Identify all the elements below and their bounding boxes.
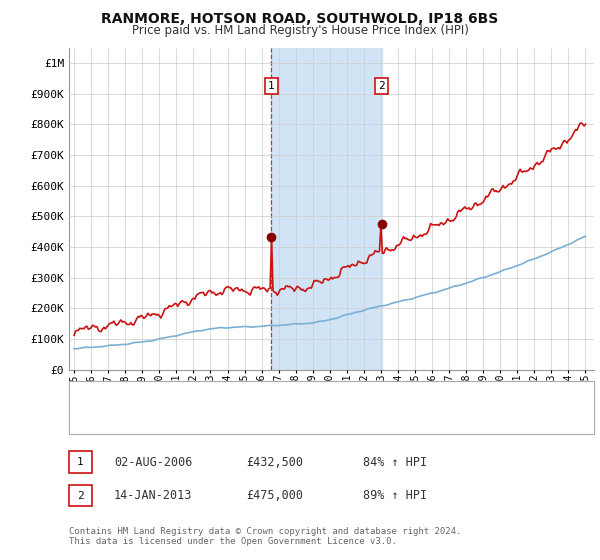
Text: ——: —— — [75, 413, 93, 428]
Text: 2: 2 — [77, 491, 84, 501]
Text: £432,500: £432,500 — [246, 455, 303, 469]
Text: ——: —— — [75, 388, 93, 403]
Text: £475,000: £475,000 — [246, 489, 303, 502]
Bar — [271, 48, 382, 370]
Text: HPI: Average price, detached house, East Suffolk: HPI: Average price, detached house, East… — [108, 416, 363, 426]
Text: 1: 1 — [268, 81, 275, 91]
Text: 02-AUG-2006: 02-AUG-2006 — [114, 455, 193, 469]
Text: RANMORE, HOTSON ROAD, SOUTHWOLD, IP18 6BS (detached house): RANMORE, HOTSON ROAD, SOUTHWOLD, IP18 6B… — [108, 391, 468, 401]
Text: 84% ↑ HPI: 84% ↑ HPI — [363, 455, 427, 469]
Text: 2: 2 — [378, 81, 385, 91]
Text: 89% ↑ HPI: 89% ↑ HPI — [363, 489, 427, 502]
Text: 1: 1 — [77, 457, 84, 467]
Text: Contains HM Land Registry data © Crown copyright and database right 2024.
This d: Contains HM Land Registry data © Crown c… — [69, 526, 461, 546]
Text: Price paid vs. HM Land Registry's House Price Index (HPI): Price paid vs. HM Land Registry's House … — [131, 24, 469, 36]
Text: RANMORE, HOTSON ROAD, SOUTHWOLD, IP18 6BS: RANMORE, HOTSON ROAD, SOUTHWOLD, IP18 6B… — [101, 12, 499, 26]
Text: 14-JAN-2013: 14-JAN-2013 — [114, 489, 193, 502]
